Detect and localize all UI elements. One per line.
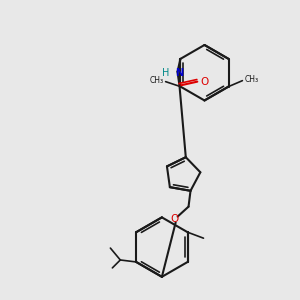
Text: CH₃: CH₃	[244, 75, 259, 84]
Text: CH₃: CH₃	[149, 76, 164, 85]
Text: H: H	[162, 68, 169, 78]
Text: N: N	[176, 68, 184, 78]
Text: O: O	[200, 76, 208, 87]
Text: O: O	[170, 214, 179, 224]
